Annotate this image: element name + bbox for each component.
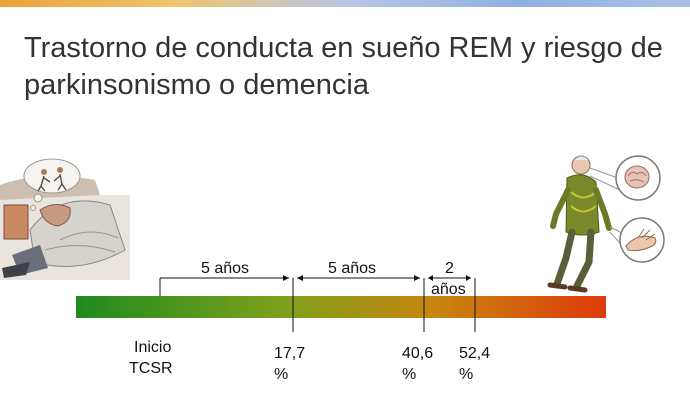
marker-label-17-7-unit: % [274, 366, 289, 383]
slide-title: Trastorno de conducta en sueño REM y rie… [24, 32, 663, 101]
marker-label-inicio-line1: Inicio [134, 339, 172, 356]
interval-label-3-line2: años [431, 281, 466, 298]
marker-label-40-6-value: 40,6 [402, 345, 434, 362]
interval-label-2: 5 años [328, 260, 377, 277]
interval-label-3-line1: 2 [445, 260, 454, 277]
marker-label-52-4-value: 52,4 [459, 345, 491, 362]
interval-label-1: 5 años [201, 260, 250, 277]
slide-top-band [0, 0, 690, 7]
interval-bracket-2 [297, 275, 420, 281]
interval-bracket-3 [428, 275, 471, 281]
progression-gradient-bar [76, 296, 606, 318]
marker-label-52-4-unit: % [459, 366, 474, 383]
marker-label-17-7-value: 17,7 [274, 345, 306, 362]
elderly-man-illustration [547, 155, 665, 293]
marker-label-inicio-line2: TCSR [129, 360, 173, 377]
marker-label-40-6-unit: % [402, 366, 417, 383]
interval-bracket-1 [159, 275, 289, 296]
sleeping-man-illustration [0, 158, 130, 280]
